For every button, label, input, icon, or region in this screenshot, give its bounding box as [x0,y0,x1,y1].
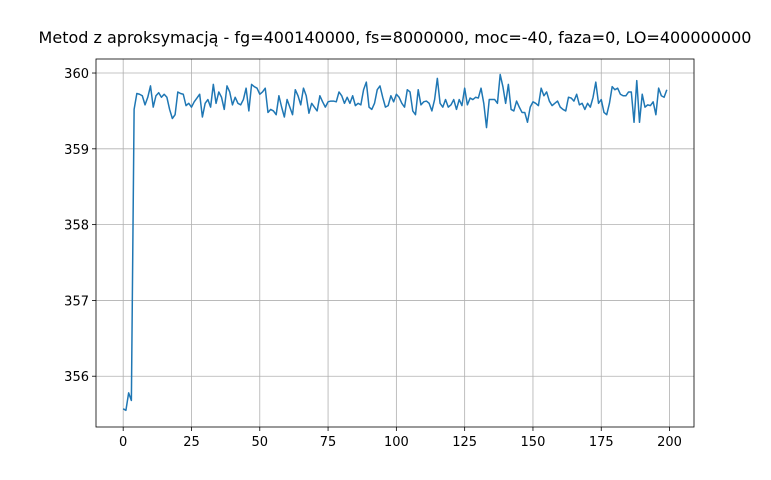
y-tick-label: 356 [64,370,89,385]
x-tick-label: 175 [589,435,614,450]
y-tick-label: 359 [64,143,89,158]
x-tick-label: 50 [252,435,269,450]
x-tick-label: 200 [657,435,682,450]
x-tick-label: 75 [320,435,337,450]
y-tick-label: 357 [64,294,89,309]
plot-frame [95,58,695,428]
y-tick-label: 358 [64,219,89,234]
y-tick-label: 360 [64,67,89,82]
x-tick-label: 150 [521,435,546,450]
x-tick-label: 25 [183,435,200,450]
data-line [122,73,668,412]
x-tick-label: 125 [452,435,477,450]
x-tick-label: 0 [119,435,127,450]
chart-title: Metod z aproksymacją - fg=400140000, fs=… [39,28,752,47]
x-tick-label: 100 [384,435,409,450]
